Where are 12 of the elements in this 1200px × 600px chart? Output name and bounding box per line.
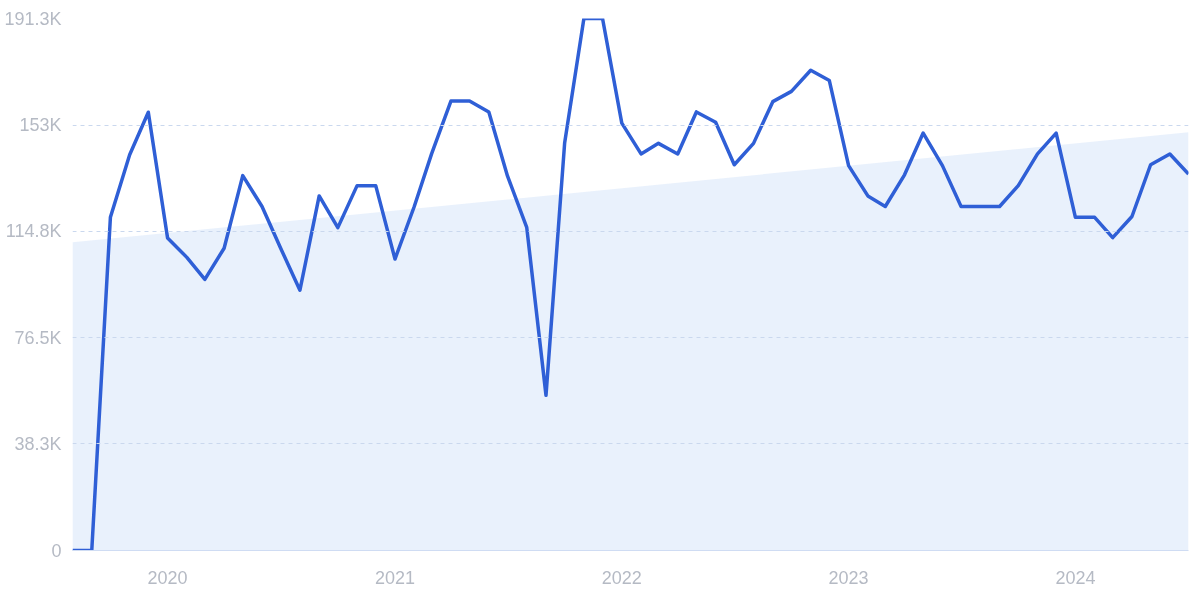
y-tick-label: 114.8K: [5, 221, 62, 242]
x-tick-label: 2021: [374, 567, 416, 588]
line-series: [72, 18, 1189, 551]
y-tick-label: 153K: [19, 115, 62, 136]
x-tick-label: 2024: [1055, 567, 1096, 588]
y-tick-label: 76.5K: [14, 327, 62, 348]
y-tick-label: 38.3K: [14, 433, 62, 454]
x-tick-label: 2022: [601, 567, 642, 588]
y-tick-label: 191.3K: [4, 8, 62, 29]
x-tick-label: 2020: [147, 567, 188, 588]
y-tick-label: 0: [51, 540, 62, 561]
x-tick-label: 2023: [828, 567, 869, 588]
